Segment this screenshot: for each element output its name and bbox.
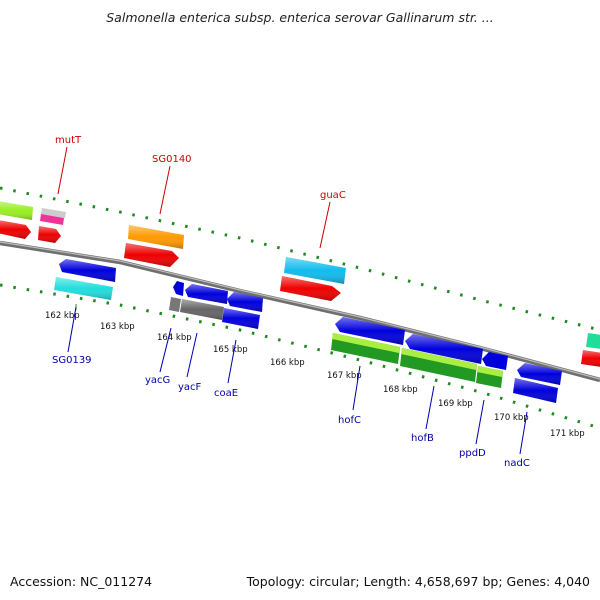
top-gene-labels: mutT SG0140 guaC <box>55 135 346 249</box>
gene-SG0140-orange <box>128 225 184 249</box>
genome-summary-text: Topology: circular; Length: 4,658,697 bp… <box>246 574 590 589</box>
gene-label-yacF: yacF <box>178 382 202 393</box>
gene-yacG-blue <box>173 281 184 296</box>
gene-label-SG0140: SG0140 <box>152 154 192 165</box>
gene-label-coaE: coaE <box>214 388 238 399</box>
gene-hofB-blue <box>405 334 483 364</box>
gene-hofC-green <box>331 333 400 364</box>
gene-hofC-blue <box>335 317 405 345</box>
genome-backbone-highlight <box>0 241 600 380</box>
tick-label: 164 kbp <box>157 333 192 343</box>
gene-label-yacG: yacG <box>145 375 170 386</box>
tick-label: 168 kbp <box>383 385 418 395</box>
genome-backbone <box>0 240 600 383</box>
tick-label: 171 kbp <box>550 429 585 439</box>
gene-SG0139-aqua <box>54 277 113 300</box>
gene-ppdD-blue <box>482 352 508 370</box>
gene-lime-left <box>0 201 33 220</box>
gene-label-hofB: hofB <box>411 433 434 444</box>
gene-red-right <box>581 350 600 367</box>
gene-yacG-gray <box>169 297 181 312</box>
gene-SG0139-blue <box>59 259 116 282</box>
gene-coaE-blue <box>227 292 263 312</box>
gene-red-left <box>0 220 31 239</box>
tick-label: 165 kbp <box>213 345 248 355</box>
kbp-scale: 162 kbp 163 kbp 164 kbp 165 kbp 166 kbp … <box>45 304 585 439</box>
map-title: Salmonella enterica subsp. enterica sero… <box>106 10 493 25</box>
accession-text: Accession: NC_011274 <box>10 574 152 589</box>
gene-guaC-red <box>280 276 341 301</box>
tick-label: 170 kbp <box>494 413 529 423</box>
gene-mutT-gray <box>41 208 66 218</box>
tick-label: 163 kbp <box>100 322 135 332</box>
gene-nadC-blue-lower <box>513 378 558 403</box>
gene-ppdD-green <box>476 366 503 388</box>
bottom-gene-labels: SG0139 yacG yacF coaE hofC hofB ppdD nad… <box>52 306 530 469</box>
gene-teal-right <box>586 333 600 349</box>
tick-label: 167 kbp <box>327 371 362 381</box>
gene-label-ppdD: ppdD <box>459 448 486 459</box>
gene-mutT-pink <box>40 214 64 225</box>
tick-label: 169 kbp <box>438 399 473 409</box>
gene-label-mutT: mutT <box>55 135 82 146</box>
gene-label-SG0139: SG0139 <box>52 355 92 366</box>
gene-hofB-green <box>400 348 477 382</box>
gene-label-hofC: hofC <box>338 415 361 426</box>
gene-guaC-cyan <box>284 257 346 284</box>
tick-label: 162 kbp <box>45 311 80 321</box>
tick-label: 166 kbp <box>270 358 305 368</box>
gene-yacF-gray <box>180 299 224 320</box>
gene-yacF-blue <box>185 284 228 304</box>
gene-nadC-blue <box>517 363 562 385</box>
gene-label-nadC: nadC <box>504 458 530 469</box>
upper-dotted-track <box>0 186 600 332</box>
gene-label-guaC: guaC <box>320 190 346 201</box>
gene-coaE-blue-lower <box>222 308 260 329</box>
gene-SG0140-red <box>124 243 179 267</box>
gene-mutT-red <box>38 226 61 243</box>
